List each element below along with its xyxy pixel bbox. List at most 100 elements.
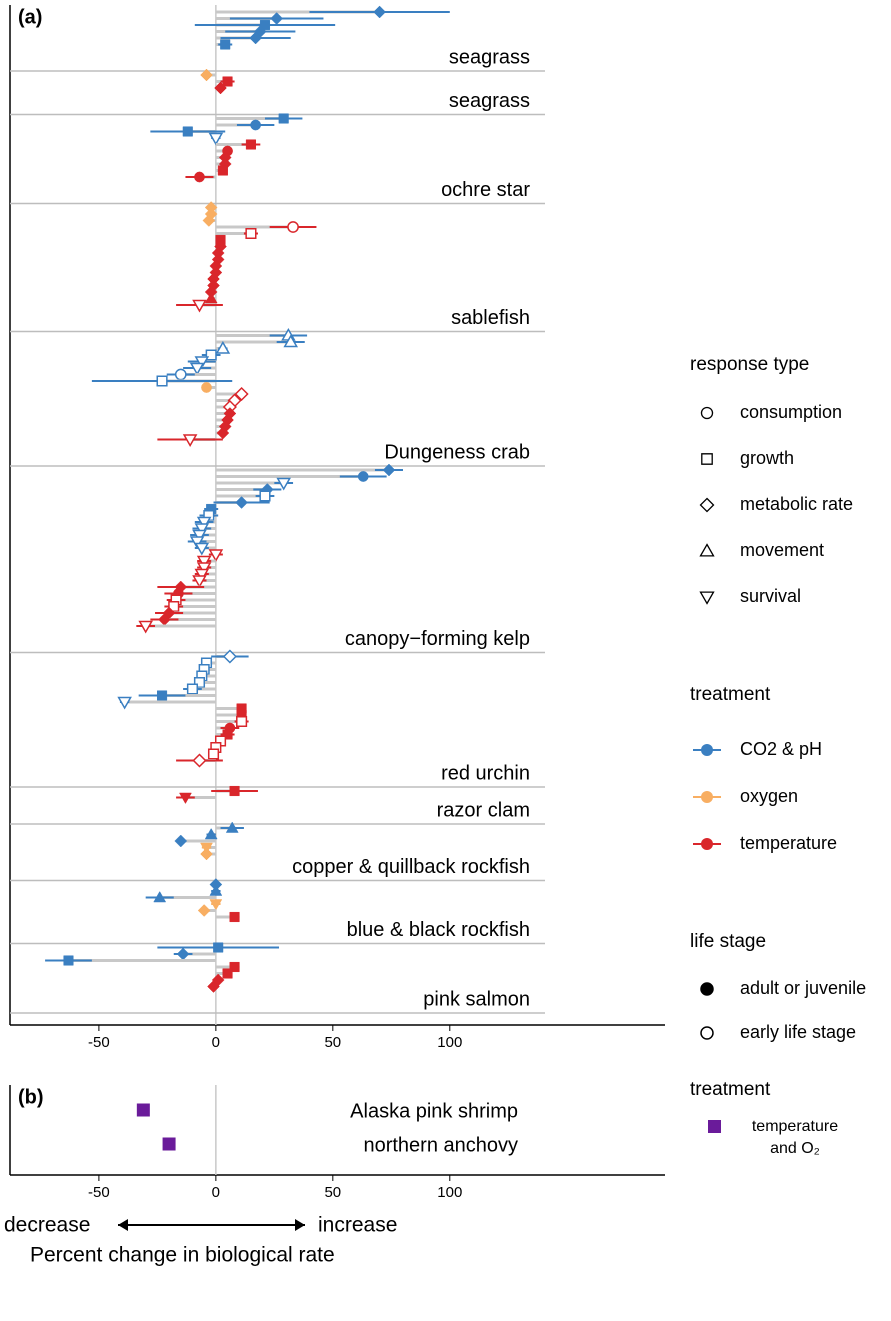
marker bbox=[699, 591, 715, 605]
legend-swatch bbox=[708, 1120, 721, 1133]
group-label: red urchin bbox=[441, 762, 530, 784]
marker bbox=[701, 453, 713, 465]
legend-title: life stage bbox=[690, 931, 766, 952]
marker bbox=[249, 31, 262, 45]
legend-label: movement bbox=[740, 540, 824, 560]
marker bbox=[153, 890, 167, 903]
category-label: northern anchovy bbox=[363, 1134, 518, 1156]
marker bbox=[234, 386, 249, 402]
legend-dot bbox=[700, 982, 714, 996]
marker bbox=[217, 165, 228, 176]
marker bbox=[259, 490, 271, 502]
marker bbox=[283, 334, 299, 348]
marker bbox=[357, 471, 369, 482]
x-tick-label: 0 bbox=[212, 1184, 220, 1201]
marker bbox=[236, 715, 248, 728]
marker bbox=[220, 39, 231, 50]
marker bbox=[63, 955, 74, 966]
marker bbox=[202, 214, 216, 227]
group-label: copper & quillback rockfish bbox=[292, 856, 530, 878]
legend-label: temperature bbox=[752, 1118, 838, 1135]
marker bbox=[117, 696, 132, 710]
marker bbox=[200, 68, 213, 82]
marker bbox=[201, 382, 212, 393]
marker bbox=[136, 1103, 150, 1117]
marker bbox=[157, 690, 168, 701]
direction-label: decrease bbox=[4, 1214, 90, 1237]
group-label: seagrass bbox=[449, 46, 530, 68]
marker bbox=[204, 827, 218, 840]
x-tick-label: 50 bbox=[324, 1034, 341, 1051]
panel-label: (a) bbox=[18, 6, 42, 28]
legend-title: treatment bbox=[690, 1079, 771, 1100]
marker bbox=[196, 516, 212, 530]
marker bbox=[194, 523, 210, 537]
x-tick-label: -50 bbox=[88, 1184, 110, 1201]
marker bbox=[197, 904, 211, 917]
legend-label: adult or juvenile bbox=[740, 978, 866, 998]
marker bbox=[192, 299, 207, 313]
marker bbox=[192, 575, 207, 589]
x-tick-label: -50 bbox=[88, 1034, 110, 1051]
marker bbox=[215, 234, 226, 246]
direction-label: increase bbox=[318, 1214, 397, 1237]
legend-label: metabolic rate bbox=[740, 494, 853, 514]
marker bbox=[222, 968, 233, 979]
marker bbox=[699, 543, 715, 557]
group-label: pink salmon bbox=[423, 988, 530, 1010]
group-label: canopy−forming kelp bbox=[345, 628, 530, 650]
legend-label: growth bbox=[740, 448, 794, 468]
panel-label: (b) bbox=[18, 1086, 44, 1108]
marker bbox=[699, 497, 715, 513]
x-tick-label: 50 bbox=[324, 1184, 341, 1201]
marker bbox=[192, 529, 207, 543]
marker bbox=[194, 171, 205, 183]
marker bbox=[245, 227, 257, 240]
marker bbox=[204, 291, 218, 304]
legend-title: treatment bbox=[690, 684, 771, 705]
marker bbox=[208, 132, 224, 146]
marker bbox=[222, 649, 237, 664]
marker bbox=[174, 368, 187, 381]
marker bbox=[229, 911, 240, 923]
x-tick-label: 0 bbox=[212, 1034, 220, 1051]
group-label: blue & black rockfish bbox=[347, 919, 530, 941]
group-label: razor clam bbox=[437, 799, 530, 821]
marker bbox=[196, 562, 212, 576]
legend-dot bbox=[701, 791, 713, 803]
category-label: Alaska pink shrimp bbox=[350, 1100, 518, 1122]
marker bbox=[179, 792, 192, 805]
legend-title: response type bbox=[690, 354, 809, 375]
marker bbox=[213, 942, 224, 953]
group-label: seagrass bbox=[449, 90, 530, 112]
marker bbox=[186, 683, 199, 695]
x-tick-label: 100 bbox=[437, 1184, 462, 1201]
marker bbox=[209, 884, 223, 896]
marker bbox=[209, 899, 223, 911]
marker bbox=[222, 76, 233, 87]
legend-label: temperature bbox=[740, 833, 837, 853]
marker bbox=[229, 785, 240, 797]
marker bbox=[700, 406, 714, 420]
marker bbox=[156, 375, 168, 387]
marker bbox=[189, 536, 205, 550]
x-tick-label: 100 bbox=[437, 1034, 462, 1051]
marker bbox=[287, 221, 299, 233]
legend-label: survival bbox=[740, 586, 801, 606]
legend-dot bbox=[701, 744, 713, 756]
marker bbox=[270, 12, 284, 25]
legend-dot bbox=[701, 838, 713, 850]
marker bbox=[382, 463, 396, 477]
marker bbox=[245, 139, 256, 150]
marker bbox=[189, 362, 205, 376]
marker bbox=[194, 356, 210, 370]
marker bbox=[278, 113, 289, 124]
marker bbox=[138, 620, 153, 634]
marker bbox=[192, 753, 207, 768]
legend-label: CO2 & pH bbox=[740, 739, 822, 759]
x-axis-title: Percent change in biological rate bbox=[30, 1244, 335, 1267]
marker bbox=[235, 496, 248, 509]
legend-label: oxygen bbox=[740, 786, 798, 806]
legend-label: and O₂ bbox=[770, 1140, 820, 1157]
